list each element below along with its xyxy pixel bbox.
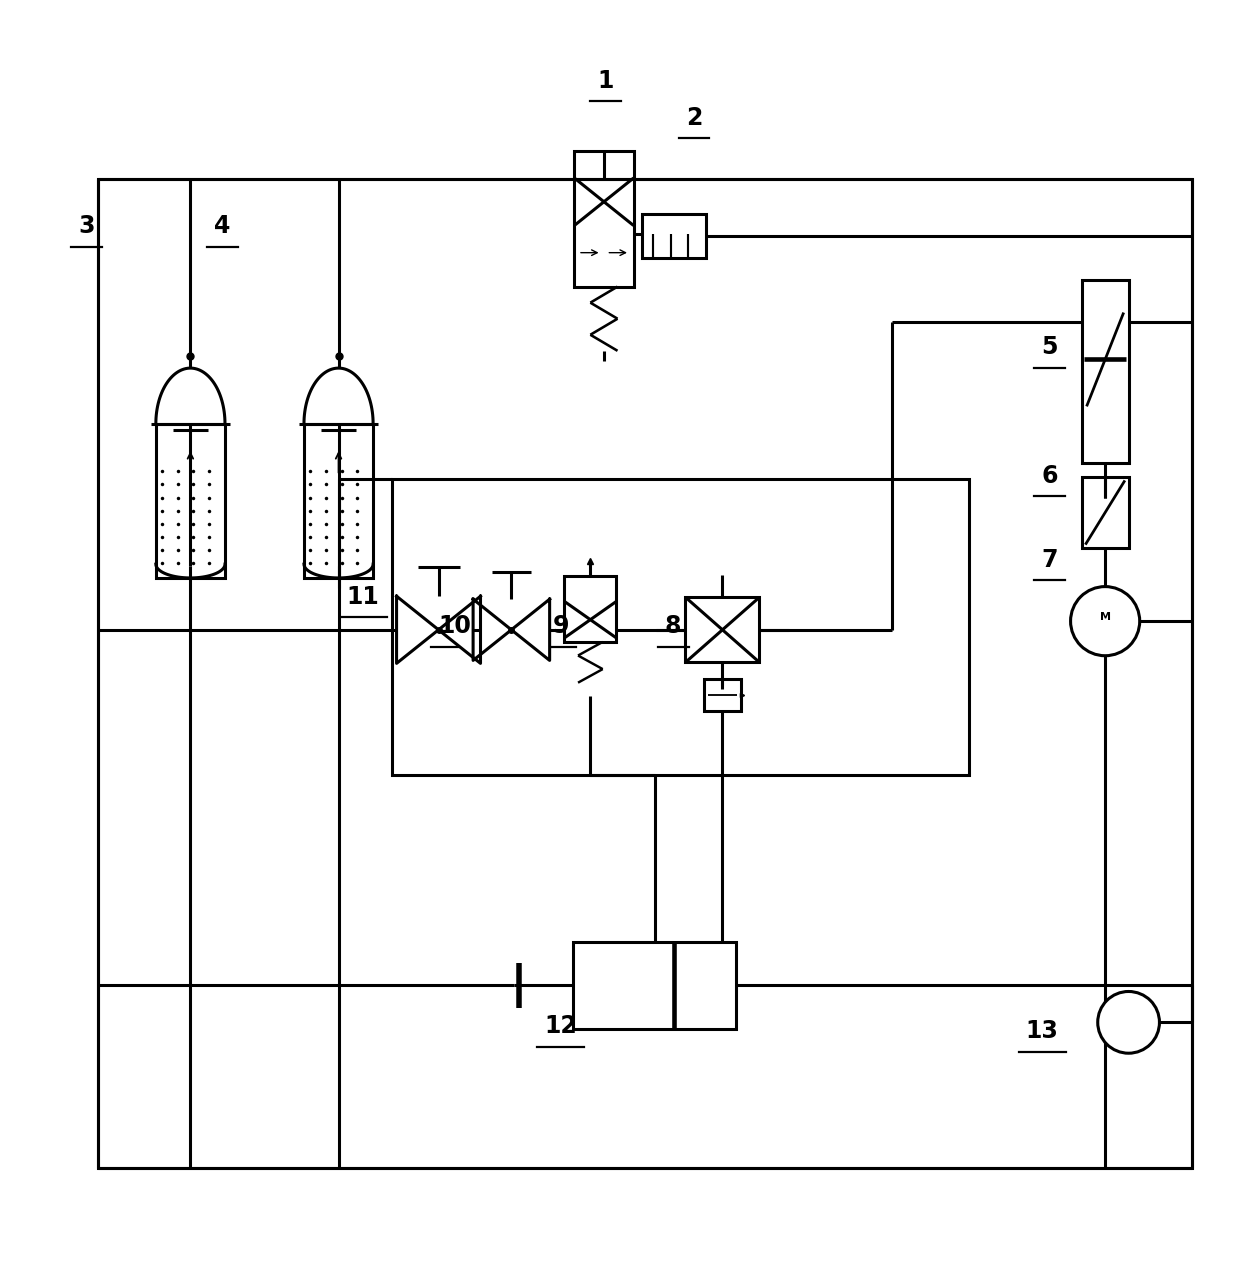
- Text: 10: 10: [438, 614, 471, 639]
- Text: 8: 8: [665, 614, 681, 639]
- Bar: [156, 423, 224, 578]
- Text: 12: 12: [544, 1015, 577, 1039]
- Text: 2: 2: [686, 106, 702, 129]
- Bar: [304, 423, 373, 578]
- Circle shape: [1070, 587, 1140, 656]
- Bar: [564, 576, 616, 642]
- Polygon shape: [439, 597, 481, 664]
- Text: 13: 13: [1025, 1020, 1059, 1043]
- Text: 4: 4: [215, 214, 231, 238]
- Text: 11: 11: [347, 585, 379, 609]
- Text: 9: 9: [553, 614, 569, 639]
- Bar: [1081, 476, 1128, 549]
- Polygon shape: [474, 599, 511, 660]
- Text: 6: 6: [1042, 464, 1058, 488]
- Text: 7: 7: [1042, 547, 1058, 571]
- Polygon shape: [511, 599, 549, 660]
- Bar: [574, 151, 634, 286]
- Polygon shape: [397, 597, 439, 664]
- Text: M: M: [1100, 612, 1111, 622]
- Bar: [642, 214, 707, 258]
- Bar: [573, 943, 737, 1029]
- Bar: [392, 479, 970, 775]
- Bar: [704, 679, 742, 711]
- Bar: [98, 179, 1192, 1168]
- Text: 3: 3: [78, 214, 95, 238]
- Circle shape: [1097, 992, 1159, 1053]
- Bar: [686, 597, 759, 663]
- Bar: [1081, 280, 1128, 464]
- Text: 1: 1: [596, 68, 614, 92]
- Text: 5: 5: [1042, 336, 1058, 360]
